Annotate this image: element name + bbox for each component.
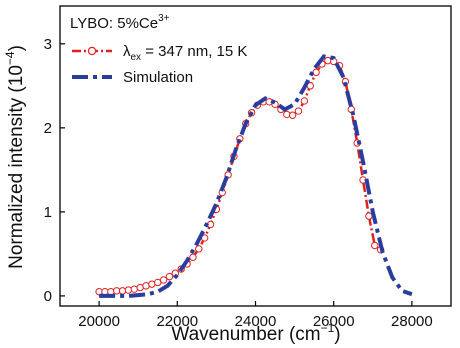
x-tick-label: 28000: [391, 313, 433, 330]
sample-annotation: LYBO: 5%Ce3+: [70, 13, 170, 32]
data-point-measured: [118, 287, 127, 295]
y-tick-label: 0: [44, 288, 52, 305]
x-tick-label: 20000: [78, 313, 120, 330]
data-point-measured: [189, 253, 197, 261]
x-axis-title-superscript: −1: [321, 321, 335, 335]
x-tick-label: 26000: [313, 313, 355, 330]
data-point-measured: [195, 245, 203, 253]
series-layer: [95, 54, 413, 298]
legend-label-measured-rest: = 347 nm, 15 K: [141, 43, 247, 60]
x-axis-title: Wavenumber (cm−1): [171, 321, 340, 345]
y-axis-title: Normalized intensity (10−4): [3, 45, 27, 269]
annotation-base: LYBO: 5%Ce: [70, 15, 158, 32]
y-axis-title-superscript: −4: [3, 51, 17, 65]
data-point-measured: [324, 56, 332, 65]
y-axis-title-tail: ): [6, 45, 27, 51]
x-axis-ticks: 20000 22000 24000 26000 28000: [78, 301, 433, 330]
series-line-simulation: [99, 54, 413, 298]
y-tick-label: 2: [44, 120, 52, 137]
y-tick-label: 1: [44, 204, 52, 221]
legend-label-measured-subscript: ex: [131, 52, 142, 63]
y-axis-title-base: Normalized intensity (10: [6, 65, 27, 269]
data-point-measured: [283, 110, 291, 119]
plot-frame: [59, 5, 452, 307]
data-point-measured: [300, 97, 309, 105]
data-point-measured: [124, 286, 133, 294]
data-point-measured: [371, 241, 379, 250]
x-tick-label: 24000: [235, 313, 277, 330]
x-axis-title-base: Wavenumber (cm: [171, 324, 320, 345]
legend-label-measured: λex = 347 nm, 15 K: [123, 43, 247, 63]
data-point-measured: [288, 111, 297, 119]
data-point-measured: [159, 276, 168, 284]
legend: λex = 347 nm, 15 K Simulation: [72, 43, 247, 86]
legend-label-simulation: Simulation: [123, 69, 193, 86]
y-tick-label: 3: [44, 36, 52, 53]
x-tick-label: 22000: [156, 313, 198, 330]
data-point-measured: [294, 107, 303, 115]
annotation-superscript: 3+: [158, 13, 170, 24]
legend-swatch-measured-marker: [87, 46, 97, 56]
data-point-measured: [365, 212, 373, 220]
data-point-measured: [312, 68, 320, 77]
x-axis-title-tail: ): [334, 324, 340, 345]
legend-label-measured-symbol: λ: [123, 43, 131, 60]
series-line-measured: [99, 59, 382, 293]
data-point-measured: [165, 272, 174, 281]
y-axis-ticks: 0 1 2 3: [44, 36, 65, 305]
